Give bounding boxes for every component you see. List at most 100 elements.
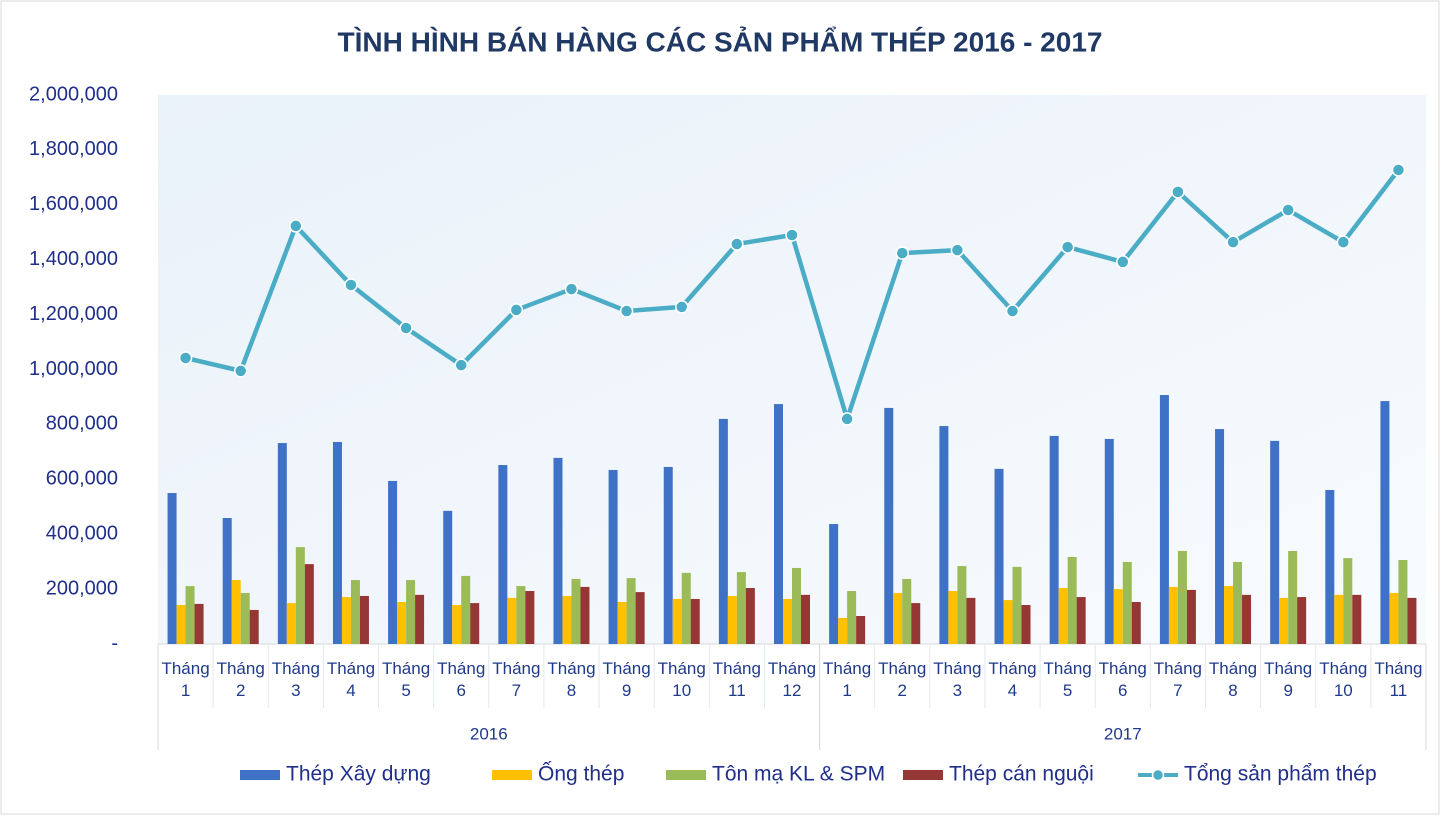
line-marker (950, 243, 965, 257)
bar (626, 578, 636, 644)
bar (1380, 401, 1390, 644)
bar (783, 598, 792, 644)
bar (350, 580, 360, 644)
y-tick-label: 1,200,000 (29, 303, 118, 325)
bar (388, 480, 398, 644)
y-tick-label: 800,000 (46, 413, 118, 435)
line-marker (619, 304, 634, 318)
line-marker (509, 303, 524, 317)
line-marker (895, 246, 910, 260)
bar (681, 572, 691, 644)
bar (1003, 600, 1013, 644)
legend-label: Tôn mạ KL & SPM (712, 763, 885, 786)
bar (304, 564, 314, 644)
line-marker (178, 351, 193, 365)
x-tick-label: Tháng 8 (547, 659, 596, 700)
bar (1288, 550, 1298, 644)
x-tick-label: Tháng 1 (161, 659, 210, 700)
legend-label: Ống thép (538, 762, 624, 786)
bar (571, 578, 581, 644)
line-marker (454, 358, 468, 372)
bar (1233, 561, 1243, 644)
legend-label: Tổng sản phẩm thép (1184, 763, 1377, 786)
y-tick-label: 600,000 (46, 468, 118, 490)
bar (745, 588, 755, 644)
x-tick-label: Tháng 11 (1374, 659, 1423, 700)
bar (792, 567, 801, 644)
bar (1407, 597, 1417, 644)
bar (884, 407, 894, 644)
x-tick-label: Tháng 4 (988, 659, 1037, 700)
line-marker (564, 282, 579, 296)
bar (1352, 594, 1362, 644)
bar (553, 457, 563, 644)
bar (1186, 589, 1196, 644)
plot-area (158, 95, 1426, 644)
x-tick-label: Tháng 6 (1098, 659, 1147, 700)
x-tick-label: Tháng 7 (1153, 659, 1202, 700)
bar (443, 510, 453, 644)
bar (690, 598, 700, 644)
x-tick-label: Tháng 1 (823, 659, 872, 700)
bar (1076, 597, 1086, 644)
bar (562, 595, 572, 644)
bar (1168, 586, 1178, 644)
bar (341, 597, 351, 644)
bar (994, 468, 1004, 644)
bar (286, 603, 296, 644)
bar (902, 578, 912, 644)
bar (838, 617, 848, 644)
bar (1104, 438, 1114, 644)
x-tick-label: Tháng 12 (767, 659, 817, 700)
bar (1021, 605, 1031, 644)
line-marker (1226, 235, 1240, 249)
line-marker (785, 228, 799, 242)
bar (470, 603, 480, 644)
bar (231, 580, 241, 644)
line-marker (1060, 240, 1075, 254)
bar (617, 602, 627, 644)
line-marker (840, 412, 854, 426)
bar (167, 493, 177, 644)
line-marker (1336, 235, 1351, 249)
x-tick-label: Tháng 9 (1264, 659, 1313, 700)
line-marker (674, 300, 689, 314)
bar (856, 616, 866, 644)
bar (397, 602, 407, 644)
bar (1297, 597, 1307, 644)
bar (240, 592, 250, 644)
line-marker (1391, 163, 1406, 177)
x-tick-label: Tháng 7 (492, 659, 541, 700)
x-tick-label: Tháng 2 (878, 659, 927, 700)
bar (452, 605, 462, 644)
legend-label: Thép cán nguội (949, 763, 1094, 786)
y-tick-label: - (111, 632, 118, 654)
bar (1012, 566, 1022, 644)
bar (498, 465, 508, 644)
y-tick-label: 2,000,000 (29, 83, 118, 105)
x-tick-label: Tháng 10 (1319, 659, 1368, 700)
line-marker (1116, 255, 1130, 269)
y-tick-label: 1,000,000 (29, 358, 118, 380)
bar (635, 592, 645, 644)
bar (507, 597, 517, 644)
bar (1398, 560, 1408, 644)
bar (663, 466, 673, 644)
legend-swatch (492, 770, 532, 780)
bar (1279, 597, 1289, 644)
group-label: 2017 (1104, 724, 1142, 743)
x-tick-label: Tháng 11 (712, 659, 761, 700)
bar (222, 518, 232, 644)
line-marker (1171, 185, 1185, 199)
x-tick-label: Tháng 2 (216, 659, 265, 700)
line-marker (1005, 304, 1020, 318)
bar (249, 609, 259, 644)
bar (736, 572, 746, 644)
x-tick-label: Tháng 5 (1043, 659, 1092, 700)
bar (1325, 490, 1335, 644)
bar (185, 586, 195, 644)
bar (516, 586, 526, 644)
line-marker (730, 237, 744, 251)
legend-swatch (240, 770, 280, 780)
bar (359, 595, 369, 644)
